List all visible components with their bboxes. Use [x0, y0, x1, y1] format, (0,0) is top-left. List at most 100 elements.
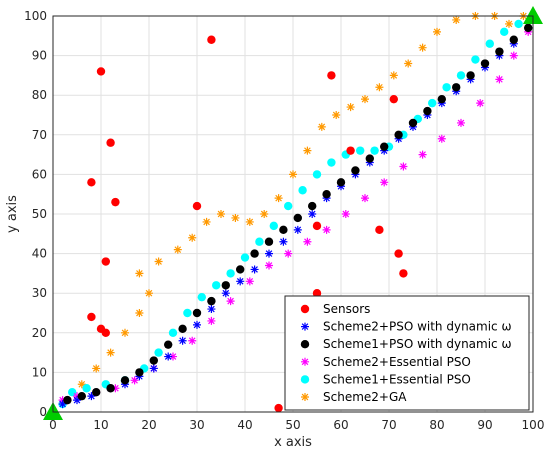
data-point	[178, 336, 187, 345]
data-point	[236, 265, 245, 274]
x-tick-label: 50	[285, 418, 300, 432]
x-tick-label: 40	[237, 418, 252, 432]
data-point	[101, 328, 111, 337]
data-point	[418, 43, 427, 52]
data-point	[260, 210, 269, 218]
x-axis-label: x axis	[274, 435, 312, 450]
data-point	[365, 154, 374, 163]
data-point	[356, 146, 365, 155]
data-point	[264, 237, 274, 246]
series-layer	[43, 6, 543, 420]
data-point	[149, 364, 158, 373]
data-point	[370, 146, 379, 155]
data-point	[279, 237, 288, 246]
data-point	[154, 348, 163, 357]
data-point	[456, 71, 466, 80]
data-point	[101, 257, 111, 266]
data-point	[452, 83, 461, 92]
data-point	[332, 111, 341, 119]
y-tick-label: 90	[32, 49, 47, 63]
data-point	[245, 277, 254, 286]
y-tick-label: 50	[32, 207, 47, 221]
data-point	[212, 281, 221, 290]
data-point	[145, 289, 153, 298]
data-point	[202, 217, 211, 226]
data-point	[193, 320, 201, 329]
data-point	[327, 158, 336, 167]
data-point	[433, 27, 441, 36]
data-point	[82, 384, 91, 393]
y-tick-label: 10	[32, 365, 47, 379]
data-point	[87, 312, 96, 322]
data-point	[121, 328, 129, 337]
data-point	[500, 27, 509, 37]
data-point	[394, 249, 403, 258]
data-point	[111, 197, 120, 207]
legend-label: Scheme1+PSO with dynamic ω	[323, 337, 512, 351]
series-2	[63, 23, 533, 405]
x-tick-label: 60	[333, 418, 348, 432]
data-point	[298, 186, 307, 195]
data-point	[418, 150, 427, 159]
data-point	[437, 134, 446, 143]
data-point	[327, 71, 336, 80]
data-point	[389, 71, 398, 80]
data-point	[73, 396, 81, 405]
data-point	[236, 277, 245, 286]
data-point	[217, 210, 225, 218]
data-point	[178, 324, 187, 334]
data-point	[207, 305, 216, 314]
data-point	[322, 225, 331, 234]
data-point	[399, 269, 408, 278]
data-point	[245, 217, 254, 226]
legend-label: Scheme1+Essential PSO	[323, 372, 471, 386]
data-point	[77, 391, 87, 401]
x-tick-label: 30	[189, 418, 204, 432]
data-point	[221, 281, 230, 290]
data-point	[168, 328, 178, 337]
data-point	[524, 23, 533, 33]
plot-frame	[52, 15, 534, 413]
data-point	[111, 384, 120, 393]
data-point	[77, 380, 86, 389]
legend: Sensors Scheme2+PSO with dynamic ω Scheme1…	[284, 295, 530, 411]
data-point	[495, 47, 504, 56]
y-tick-label: 40	[32, 247, 47, 261]
data-point	[188, 233, 197, 242]
data-point	[380, 178, 389, 187]
data-point	[308, 210, 317, 218]
data-point	[250, 249, 259, 258]
data-point	[130, 376, 139, 385]
data-point	[293, 213, 302, 223]
data-point	[207, 296, 216, 306]
data-point	[514, 19, 523, 29]
x-tick-label: 80	[429, 418, 444, 432]
data-point	[226, 297, 235, 306]
data-point	[312, 221, 322, 231]
data-point	[404, 59, 413, 68]
legend-marker	[300, 375, 310, 384]
data-point	[269, 221, 278, 231]
data-point	[106, 348, 115, 357]
data-point	[303, 146, 312, 155]
data-point	[289, 170, 297, 179]
data-point	[87, 392, 96, 401]
data-point	[250, 265, 259, 274]
data-point	[312, 289, 322, 298]
data-point	[284, 249, 293, 258]
data-point	[361, 95, 369, 104]
data-point	[231, 213, 240, 222]
data-point	[509, 35, 518, 44]
data-point	[279, 225, 288, 235]
data-point	[284, 201, 293, 211]
legend-marker	[300, 304, 310, 314]
legend-label: Scheme2+Essential PSO	[323, 355, 471, 369]
data-point	[389, 94, 398, 104]
x-tick-label: 10	[93, 418, 108, 432]
data-point	[96, 67, 106, 76]
data-point	[505, 19, 513, 28]
data-point	[164, 352, 173, 361]
data-point	[92, 364, 101, 373]
series-0	[87, 35, 408, 413]
x-tick-label: 70	[381, 418, 396, 432]
